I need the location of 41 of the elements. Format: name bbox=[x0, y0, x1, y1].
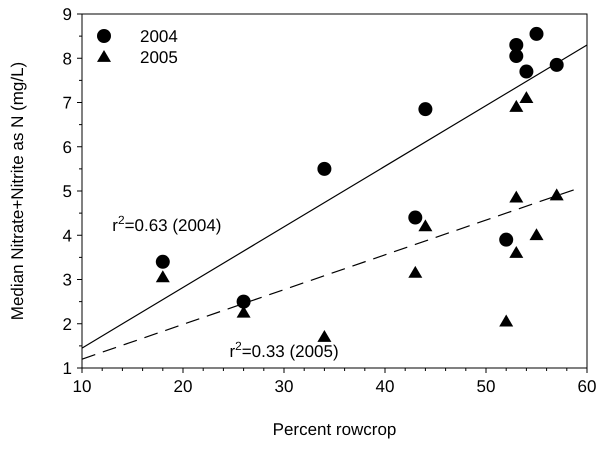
point bbox=[519, 91, 534, 103]
point bbox=[509, 49, 524, 64]
x-tick-label: 40 bbox=[376, 377, 394, 396]
point bbox=[550, 188, 564, 200]
annotation: r$^{2}$=0.33 (2005) bbox=[229, 338, 339, 361]
point bbox=[408, 266, 422, 278]
point bbox=[418, 102, 432, 116]
point bbox=[509, 246, 524, 258]
y-tick-label: 1 bbox=[62, 359, 72, 378]
y-tick-label: 6 bbox=[62, 138, 72, 157]
y-tick-label: 7 bbox=[62, 94, 72, 112]
point bbox=[509, 190, 524, 203]
point bbox=[156, 270, 170, 282]
x-tick-label: 20 bbox=[174, 377, 192, 396]
point bbox=[519, 64, 534, 79]
x-tick-label: 10 bbox=[72, 377, 92, 396]
point bbox=[418, 219, 432, 232]
point bbox=[156, 254, 170, 269]
x-axis-title: Percent rowcrop bbox=[272, 420, 396, 439]
y-tick-label: 3 bbox=[62, 270, 72, 290]
point bbox=[499, 314, 514, 326]
point bbox=[236, 294, 251, 309]
x-tick-label: 30 bbox=[274, 377, 294, 396]
legend-label: 2004 bbox=[140, 27, 178, 46]
y-tick-label: 2 bbox=[62, 314, 72, 334]
y-axis-title: Median Nitrate+Nitrite as N (mg/L) bbox=[8, 62, 27, 320]
point bbox=[499, 232, 514, 247]
legend-label: 2005 bbox=[140, 48, 178, 67]
point bbox=[509, 100, 524, 112]
x-tick-label: 60 bbox=[578, 377, 596, 396]
y-tick-label: 4 bbox=[62, 226, 72, 246]
point bbox=[530, 26, 544, 41]
point bbox=[317, 330, 332, 342]
point bbox=[530, 228, 544, 240]
point bbox=[317, 162, 332, 176]
point bbox=[408, 210, 422, 225]
x-tick-label: 50 bbox=[476, 377, 496, 396]
y-tick-label: 5 bbox=[62, 182, 72, 201]
y-tick-label: 8 bbox=[62, 49, 72, 68]
annotation: r$^{2}$=0.63 (2004) bbox=[112, 212, 222, 235]
y-tick-label: 9 bbox=[62, 5, 72, 24]
